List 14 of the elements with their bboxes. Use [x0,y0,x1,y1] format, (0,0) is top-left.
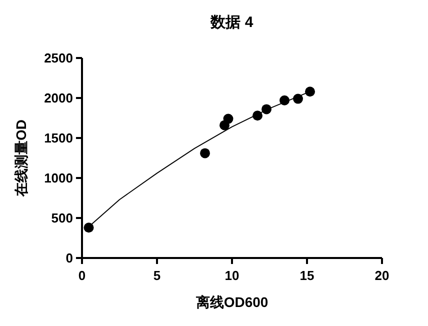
title: 数据 4 [210,14,254,31]
xtick: 15 [300,268,314,283]
ytick: 2000 [44,90,73,106]
ytick: 2500 [44,50,73,66]
xtick: 20 [374,268,390,283]
xtick: 0 [78,268,86,283]
ytick: 1000 [44,170,73,186]
xtick: 5 [153,268,161,283]
ytick: 0 [66,250,73,266]
ytick: 1500 [44,130,73,146]
ytick: 500 [51,210,73,226]
xlabel: 离线OD600 [196,294,268,310]
xtick: 10 [224,268,240,283]
ylabel: 在线测量OD [13,120,29,196]
